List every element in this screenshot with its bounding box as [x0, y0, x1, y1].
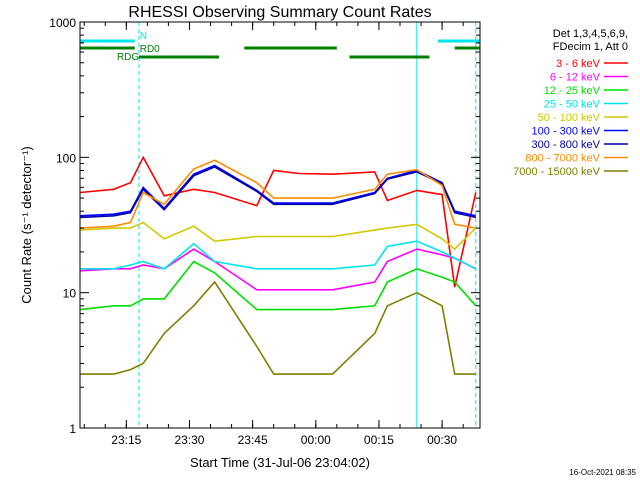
- series-line-4: [80, 240, 477, 270]
- flag-label-rd0: RD0: [140, 44, 160, 55]
- plot-area: [80, 22, 480, 428]
- legend-header-line: FDecim 1, Att 0: [553, 41, 628, 53]
- legend-label: 25 - 50 keV: [544, 99, 601, 111]
- series-line-3: [79, 260, 477, 311]
- x-tick-label: 00:00: [301, 433, 331, 447]
- series-line-2: [79, 248, 477, 291]
- legend-header-line: Det 1,3,4,5,6,9,: [553, 28, 628, 40]
- x-tick-label: 00:15: [364, 433, 394, 447]
- chart-title: RHESSI Observing Summary Count Rates: [128, 4, 431, 21]
- x-tick-label: 23:15: [111, 433, 141, 447]
- flag-label-n: N: [140, 31, 147, 42]
- legend-label: 800 - 7000 keV: [525, 153, 600, 165]
- legend-label: 300 - 800 keV: [532, 139, 601, 151]
- series-line-1: [79, 155, 477, 288]
- legend-label: 12 - 25 keV: [544, 85, 601, 97]
- y-tick-label: 1000: [49, 16, 76, 30]
- y-axis-ticks: 1 10 100 1000: [49, 16, 480, 436]
- legend-label: 7000 - 15000 keV: [513, 166, 601, 178]
- series-line-8: [79, 159, 476, 229]
- x-tick-label: 23:30: [174, 433, 204, 447]
- legend-label: 3 - 6 keV: [556, 58, 601, 70]
- legend-label: 100 - 300 keV: [532, 126, 601, 138]
- series-line-5: [79, 221, 477, 251]
- y-tick-label: 10: [63, 287, 77, 301]
- legend-label: 50 - 100 keV: [538, 112, 601, 124]
- plot-frame: [79, 21, 481, 429]
- x-axis-ticks: 23:15 23:30 23:45 00:00 00:15 00:30: [83, 22, 464, 447]
- y-tick-label: 100: [56, 151, 76, 165]
- y-tick-label: 1: [69, 422, 76, 436]
- x-tick-label: 00:30: [427, 433, 457, 447]
- flag-label-rdg: RDG: [117, 52, 139, 63]
- series-line-9: [80, 280, 476, 375]
- x-tick-label: 23:45: [238, 433, 268, 447]
- y-axis-label: Count Rate (s⁻¹ detector⁻¹): [19, 146, 34, 304]
- legend-label: 6 - 12 keV: [550, 72, 601, 84]
- legend: Det 1,3,4,5,6,9,FDecim 1, Att 0 3 - 6 keV…: [513, 28, 628, 178]
- timestamp: 16-Oct-2021 08:35: [569, 468, 636, 477]
- series-lines: [79, 155, 477, 375]
- x-axis-label: Start Time (31-Jul-06 23:04:02): [190, 455, 370, 470]
